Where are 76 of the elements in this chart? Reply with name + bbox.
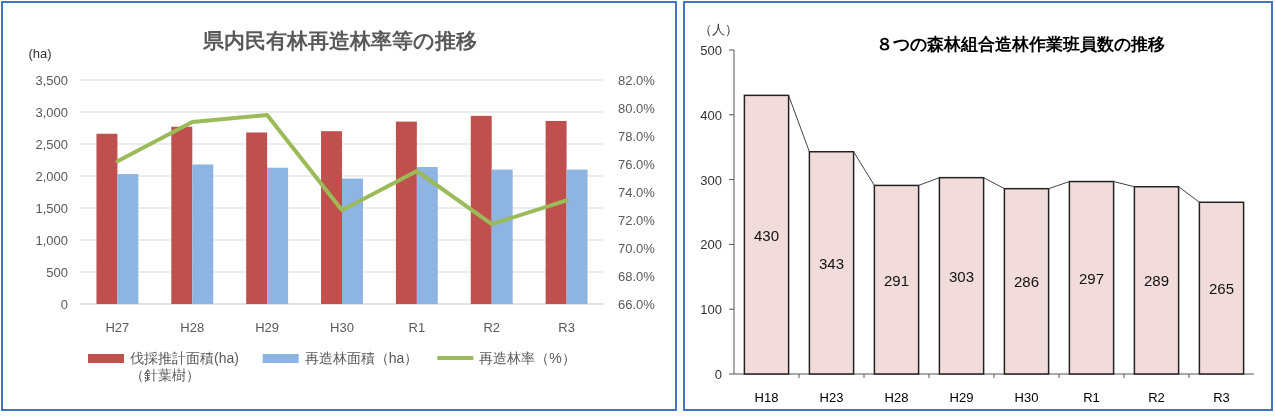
line-series [115, 113, 569, 227]
y2-tick-label: 76.0% [618, 157, 656, 172]
legend-label: 再造林率（%） [479, 350, 576, 366]
x-tick-label: R2 [483, 320, 501, 335]
bar [1068, 180, 1115, 375]
y-axis-title: (ha) [28, 46, 52, 61]
bar [96, 133, 118, 304]
y-tick-label: 0 [60, 297, 68, 312]
x-tick-label: H28 [884, 390, 909, 405]
data-label: 430 [753, 226, 780, 244]
chart-title: 県内民有林再造林率等の推移 [202, 29, 477, 52]
y-tick-label: 1,000 [35, 233, 68, 248]
bar [1198, 201, 1245, 375]
data-label: 343 [818, 254, 845, 272]
bar [171, 126, 193, 304]
y2-tick-label: 74.0% [618, 185, 656, 200]
legend-label: 伐採推計面積(ha) （針葉樹） [130, 350, 239, 383]
bar [395, 121, 417, 304]
y-tick-label: 100 [700, 302, 722, 318]
data-label: 303 [948, 267, 975, 285]
y-tick-label: 2,000 [35, 169, 68, 184]
x-tick-label: R3 [1213, 390, 1230, 405]
bar [416, 167, 438, 304]
y2-tick-label: 66.0% [618, 297, 656, 312]
y2-tick-label: 70.0% [618, 241, 656, 256]
x-tick-label: H23 [819, 390, 844, 405]
x-tick-label: R3 [558, 320, 575, 335]
y-tick-label: 500 [46, 265, 68, 280]
y-tick-label: 3,500 [35, 73, 68, 88]
y2-tick-label: 80.0% [618, 101, 656, 116]
bar [1003, 187, 1050, 375]
y-tick-label: 2,500 [35, 137, 68, 152]
bar [873, 184, 920, 375]
x-tick-label: H30 [1014, 390, 1039, 405]
data-label: 289 [1143, 272, 1170, 290]
x-tick-label: H29 [255, 320, 280, 335]
x-tick-label: H27 [105, 320, 130, 335]
y-axis-title: （人） [698, 22, 738, 37]
bar [321, 131, 342, 304]
bar [808, 150, 855, 375]
y2-tick-label: 72.0% [618, 213, 656, 228]
x-tick-label: H18 [754, 390, 779, 405]
y-tick-label: 0 [714, 367, 722, 382]
y-tick-label: 300 [700, 172, 722, 188]
bar [566, 169, 588, 304]
x-tick-label: R2 [1148, 390, 1165, 405]
y-tick-label: 400 [700, 107, 722, 123]
bar [117, 174, 139, 304]
x-tick-label: H28 [180, 320, 205, 335]
bar [342, 178, 363, 304]
y-tick-label: 1,500 [35, 201, 68, 216]
x-tick-label: R1 [408, 320, 426, 335]
y2-tick-label: 82.0% [618, 73, 656, 88]
data-label: 291 [883, 271, 910, 289]
bar [192, 164, 214, 304]
bar [545, 120, 567, 304]
bar [491, 169, 513, 304]
bar [470, 115, 492, 304]
y-tick-label: 3,000 [35, 105, 68, 120]
bar [267, 167, 289, 304]
bar [246, 132, 268, 304]
x-tick-label: H29 [949, 390, 974, 405]
data-label: 265 [1208, 280, 1235, 298]
chart-title: ８つの森林組合造林作業班員数の推移 [875, 35, 1165, 54]
data-label: 286 [1013, 273, 1040, 291]
y-tick-label: 500 [700, 43, 722, 58]
bar [743, 94, 790, 375]
bar [1133, 185, 1180, 375]
x-tick-label: H30 [330, 320, 354, 335]
bar [938, 176, 985, 375]
data-label: 297 [1078, 269, 1105, 287]
x-tick-label: R1 [1083, 390, 1100, 405]
legend-label: 再造林面積（ha） [304, 350, 419, 366]
y2-tick-label: 68.0% [618, 269, 656, 284]
y-tick-label: 200 [700, 237, 722, 253]
y2-tick-label: 78.0% [618, 129, 656, 144]
